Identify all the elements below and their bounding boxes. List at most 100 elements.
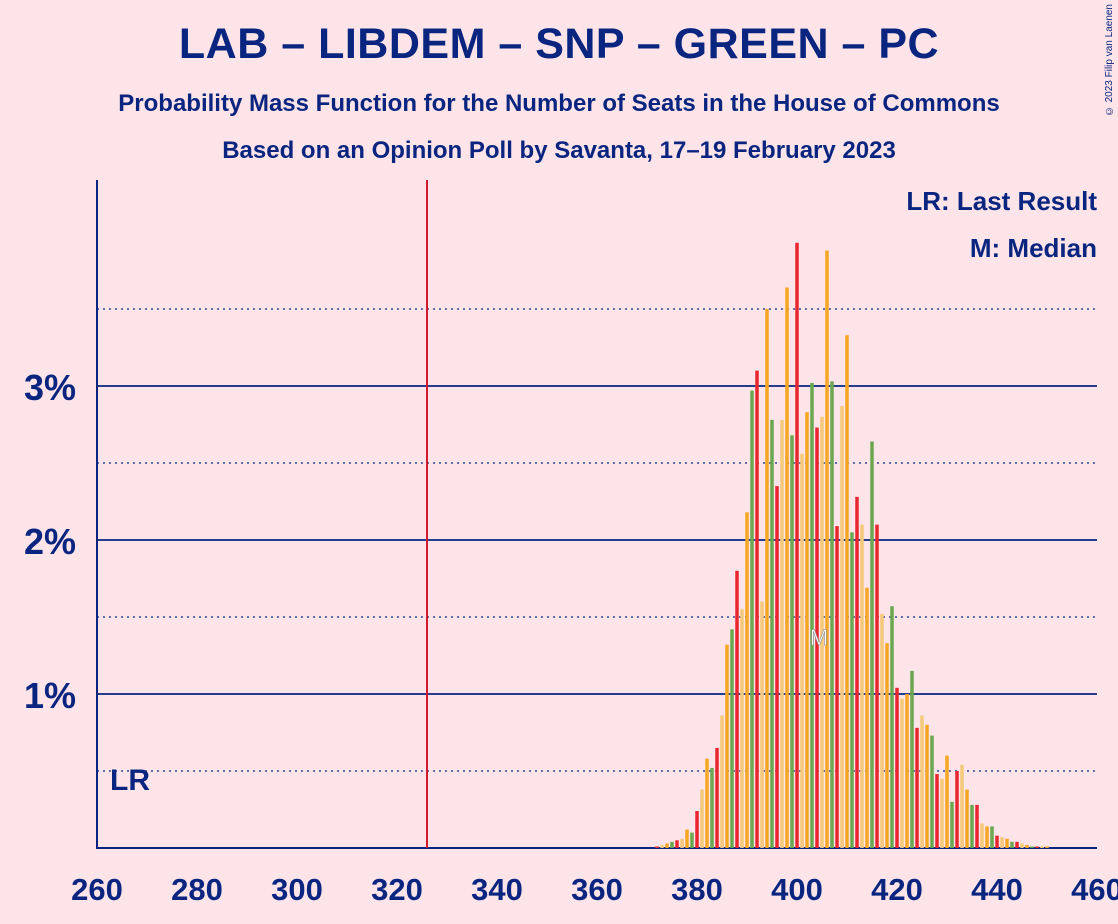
bar — [895, 687, 899, 848]
bar — [785, 287, 789, 848]
chart-title: LAB – LIBDEM – SNP – GREEN – PC — [178, 20, 940, 68]
bar — [815, 427, 819, 848]
bar — [855, 496, 859, 848]
bar — [930, 735, 934, 848]
bar — [1025, 844, 1029, 848]
bar — [730, 629, 734, 848]
bar — [975, 804, 979, 848]
x-tick-label: 260 — [71, 872, 123, 907]
bar — [915, 727, 919, 848]
bar — [835, 526, 839, 848]
bar — [715, 747, 719, 848]
bar — [925, 724, 929, 848]
bar — [775, 486, 779, 848]
x-tick-label: 460 — [1071, 872, 1118, 907]
bar — [810, 382, 814, 848]
bar — [720, 715, 724, 848]
x-tick-label: 340 — [471, 872, 523, 907]
bar — [680, 838, 684, 848]
legend-last-result: LR: Last Result — [906, 186, 1097, 216]
bar — [750, 390, 754, 848]
poll-source: Based on an Opinion Poll by Savanta, 17–… — [222, 137, 896, 164]
bar — [755, 370, 759, 848]
bar — [695, 811, 699, 848]
bar — [890, 606, 894, 848]
bar — [800, 453, 804, 848]
bar — [760, 601, 764, 848]
bar — [770, 419, 774, 848]
bar — [805, 412, 809, 848]
bar — [660, 844, 664, 848]
bar — [985, 826, 989, 848]
bar — [940, 778, 944, 848]
bar — [710, 767, 714, 848]
chart-subtitle: Probability Mass Function for the Number… — [118, 90, 1000, 117]
bar — [790, 435, 794, 848]
bar — [990, 826, 994, 848]
x-tick-label: 300 — [271, 872, 323, 907]
bar — [740, 609, 744, 848]
bar — [905, 694, 909, 848]
bar — [780, 419, 784, 848]
bar — [1010, 841, 1014, 848]
bar — [725, 644, 729, 848]
bar — [1020, 843, 1024, 848]
bar — [655, 846, 659, 848]
bar — [1045, 846, 1049, 848]
bar — [875, 524, 879, 848]
bar — [865, 587, 869, 848]
bar — [935, 774, 939, 848]
bar — [825, 250, 829, 849]
bar — [690, 832, 694, 848]
bar — [665, 843, 669, 848]
bar — [765, 309, 769, 848]
bar — [795, 242, 799, 848]
bar — [950, 801, 954, 848]
bar — [960, 764, 964, 848]
x-tick-label: 380 — [671, 872, 723, 907]
bar — [965, 789, 969, 848]
bar — [860, 524, 864, 848]
x-tick-label: 320 — [371, 872, 423, 907]
bar — [1000, 837, 1004, 848]
bar — [705, 758, 709, 848]
bar — [995, 835, 999, 848]
bar — [1005, 838, 1009, 848]
bar — [845, 335, 849, 848]
y-tick-label: 2% — [24, 521, 76, 562]
bar — [945, 755, 949, 848]
bar — [880, 613, 884, 848]
median-marker: M — [810, 625, 828, 650]
bar — [1040, 846, 1044, 848]
bar — [1015, 841, 1019, 848]
bar — [735, 570, 739, 848]
bar — [910, 670, 914, 848]
x-tick-label: 400 — [771, 872, 823, 907]
y-tick-label: 3% — [24, 367, 76, 408]
last-result-label: LR — [110, 764, 150, 797]
bar — [1030, 846, 1034, 848]
x-tick-label: 420 — [871, 872, 923, 907]
bar — [870, 441, 874, 848]
legend-median: M: Median — [970, 233, 1097, 263]
bar — [685, 829, 689, 848]
bar — [900, 698, 904, 848]
bar — [700, 789, 704, 848]
bar — [955, 771, 959, 848]
bar — [1035, 846, 1039, 848]
bar — [885, 643, 889, 848]
bar — [980, 823, 984, 848]
bar — [675, 840, 679, 848]
bar — [745, 512, 749, 848]
x-tick-label: 280 — [171, 872, 223, 907]
x-tick-label: 360 — [571, 872, 623, 907]
bar — [920, 715, 924, 848]
x-tick-label: 440 — [971, 872, 1023, 907]
bar — [830, 381, 834, 848]
bar — [670, 841, 674, 848]
bar — [970, 804, 974, 848]
bar — [850, 532, 854, 848]
bar — [840, 406, 844, 848]
y-tick-label: 1% — [24, 675, 76, 716]
